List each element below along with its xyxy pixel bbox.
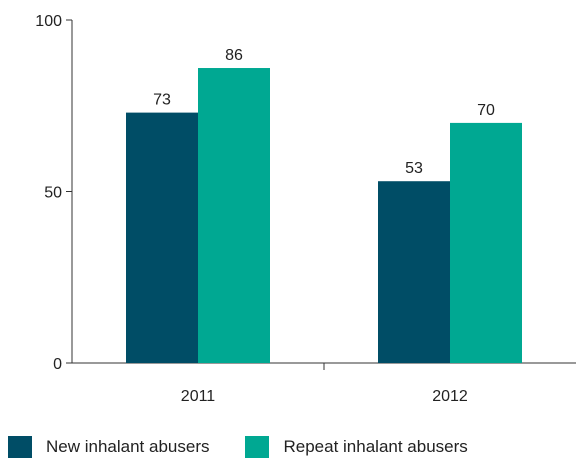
legend-label-repeat: Repeat inhalant abusers [283, 437, 468, 456]
legend-swatch-repeat [245, 436, 270, 458]
labels: 73 53 86 70 [153, 47, 495, 177]
y-tick-label: 50 [44, 185, 62, 202]
data-label: 53 [405, 160, 423, 177]
x-tick-label: 2012 [432, 388, 468, 405]
bar [198, 68, 270, 364]
bar-chart: 0 50 100 2011 2012 73 53 86 70 [35, 13, 576, 405]
legend-label-new: New inhalant abusers [46, 437, 210, 456]
data-label: 73 [153, 92, 171, 109]
x-tick-label: 2011 [181, 388, 216, 405]
data-label: 70 [477, 102, 495, 119]
bar [450, 122, 522, 364]
legend-item-repeat: Repeat inhalant abusers [245, 436, 468, 458]
bars [126, 68, 522, 364]
y-tick-label: 0 [53, 356, 62, 373]
bar [126, 112, 198, 363]
data-label: 86 [225, 47, 243, 64]
legend-item-new: New inhalant abusers [8, 436, 209, 458]
y-tick-label: 100 [35, 13, 62, 30]
legend: New inhalant abusers Repeat inhalant abu… [8, 436, 504, 458]
legend-swatch-new [8, 436, 32, 458]
bar [378, 181, 450, 363]
